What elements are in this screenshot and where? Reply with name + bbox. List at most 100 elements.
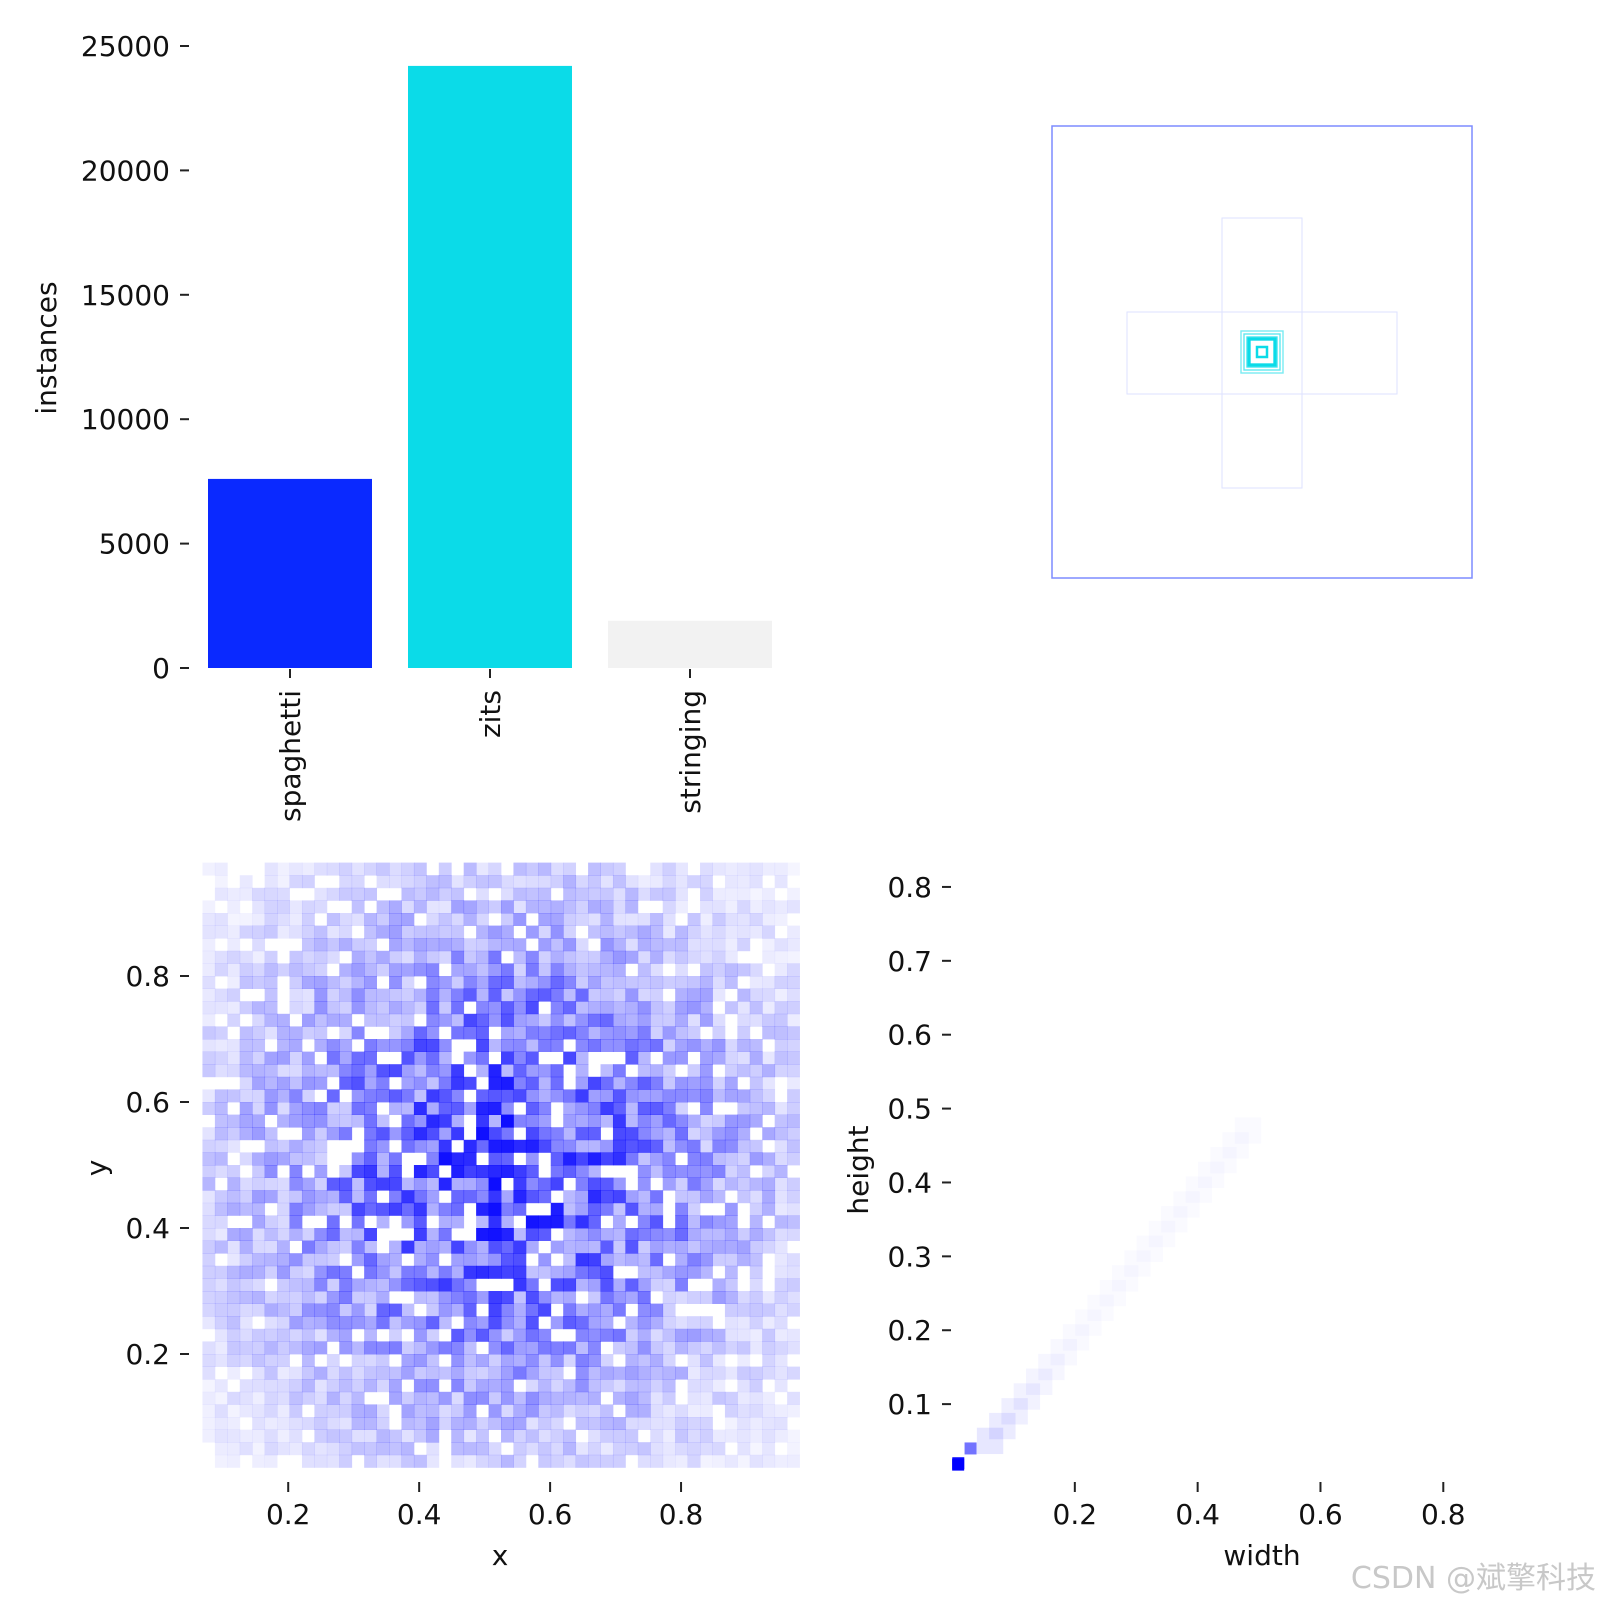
xy-cell [525,963,539,977]
xy-cell [525,875,539,889]
xy-cell [724,963,738,977]
xy-cell [252,1265,266,1279]
xy-cell [289,1152,303,1166]
xy-cell [301,1417,315,1430]
xy-cell [563,1278,577,1292]
xy-cell [277,1202,290,1216]
xy-cell [650,1139,664,1153]
xy-cell [289,900,303,914]
xy-cell [724,1429,738,1443]
xy-cell [538,1328,552,1342]
xy-cell [314,1391,328,1405]
xy-cell [202,1417,216,1430]
xy-cell [401,913,415,926]
xy-cell [550,1240,564,1254]
xy-cell [214,1404,228,1418]
xy-cell [426,1354,440,1367]
xy-cell [724,1366,738,1380]
xy-cell [600,900,614,914]
xy-cell [376,1215,390,1229]
xy-cell [787,1253,800,1267]
xy-cell [675,1202,688,1216]
xy-cell [575,1354,589,1367]
xy-cell [749,1240,763,1254]
xy-cell [376,1089,390,1103]
box-center-2 [1246,336,1278,368]
xy-cell [513,1454,527,1468]
xy-cell [625,875,639,889]
xy-cell [364,1013,377,1027]
xy-cell [476,1354,489,1367]
xy-cell [214,1429,228,1443]
xy-cell [289,1291,303,1304]
xy-cell [476,925,489,939]
box-center-3 [1249,339,1275,365]
xy-cell [563,1051,577,1065]
xy-cell [463,1328,477,1342]
xy-cell [563,1404,577,1418]
xy-cell [252,1177,266,1191]
xy-cell [301,1240,315,1254]
xy-cell [637,1102,651,1115]
xy-cell [277,913,290,926]
xy-cell [314,1253,328,1267]
xy-cell [675,1341,688,1355]
xy-cell [314,1102,328,1115]
xy-cell [737,1442,751,1456]
xy-cell [339,1379,353,1393]
xy-cell [787,1001,800,1015]
xy-cell [401,1001,415,1015]
xy-cell [712,1240,726,1254]
xy-cell [476,938,489,952]
xy-cell [289,1328,303,1342]
xy-cell [762,1165,776,1178]
xy-cell [277,963,290,977]
xy-cell [538,1253,552,1267]
xy-cell [787,1127,800,1141]
xy-cell [724,1391,738,1405]
xy-cell [401,1265,415,1279]
xy-cell [538,1366,552,1380]
xy-cell [550,1265,564,1279]
xy-cell [588,1328,601,1342]
xy-cell [563,1190,577,1204]
y-tick-label-25000: 25000 [81,30,170,63]
xy-cell [277,1152,290,1166]
xy-cell [214,1391,228,1405]
xy-cell [289,862,303,876]
xy-cell [700,1240,713,1254]
xy-cell [426,976,440,989]
xy-cell [774,1139,788,1153]
xy-cell [774,1026,788,1040]
xy-cell [339,925,353,939]
xy-cell [749,1001,763,1015]
xy-cell [314,1202,328,1216]
xy-cell [252,1291,266,1304]
xy-cell [239,1391,253,1405]
xy-cell [389,1089,402,1103]
xy-cell [202,1291,216,1304]
xy-cell [550,1454,564,1468]
xy-cell [588,875,601,889]
wh-heatmap: 0.2 0.4 0.6 0.8 0.10.20.30.40.50.60.70.8 wi… [842,871,1466,1572]
xy-cell [364,938,377,952]
xy-cell [351,1354,365,1367]
xy-cell [612,875,626,889]
xy-cell [289,1026,303,1040]
xy-cell [264,1341,278,1355]
xy-cell [612,1039,626,1052]
xy-cell [612,1454,626,1468]
xy-cell [700,1215,713,1229]
xy-cell [301,1152,315,1166]
xy-x-axis-label: x [492,1539,509,1572]
xy-cell [762,938,776,952]
wh-cell [1001,1398,1028,1425]
xy-cell [575,1102,589,1115]
xy-cell [700,1089,713,1103]
xy-cell [700,913,713,926]
xy-cell [625,913,639,926]
xy-cell [289,963,303,977]
xy-cell [575,900,589,914]
xy-cell [289,988,303,1002]
xy-cell [787,1076,800,1090]
